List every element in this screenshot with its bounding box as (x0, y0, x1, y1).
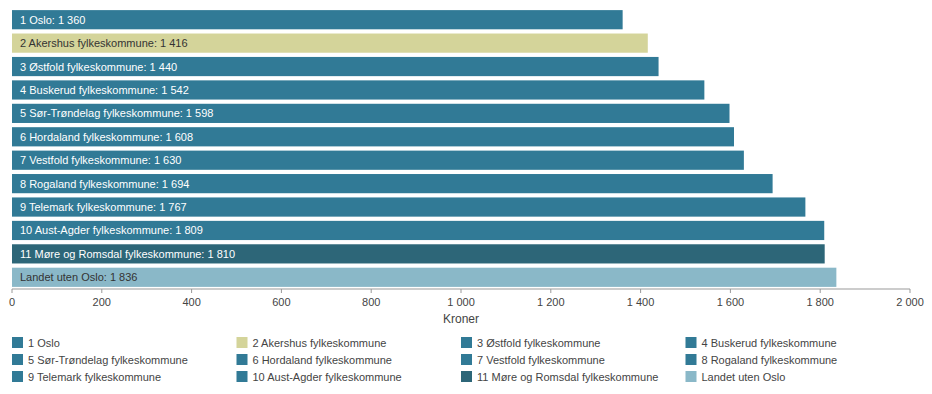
legend-swatch (686, 354, 697, 365)
legend-swatch (237, 371, 248, 382)
legend: 1 Oslo 2 Akershus fylkeskommune 3 Østfold … (12, 337, 837, 383)
bars (12, 10, 836, 287)
chart: 1 Oslo: 1 360 2 Akershus fylkeskommune: 1… (0, 0, 932, 394)
legend-swatch (237, 337, 248, 348)
legend-label: 2 Akershus fylkeskommune (253, 337, 387, 349)
data-label: 3 Østfold fylkeskommune: 1 440 (20, 61, 177, 73)
data-label: 4 Buskerud fylkeskommune: 1 542 (20, 84, 189, 96)
tick-label: 0 (9, 296, 15, 308)
bar (12, 197, 805, 216)
x-axis: 0 200 400 600 800 1 000 1 200 1 400 1 600 1 800 2 … (9, 289, 924, 308)
legend-label: 3 Østfold fylkeskommune (477, 337, 601, 349)
page: {"chart_data": { "type": "bar", "orienta… (0, 0, 932, 394)
bar (12, 104, 730, 123)
tick-label: 2 000 (896, 296, 924, 308)
tick-label: 400 (182, 296, 200, 308)
legend-swatch (12, 337, 23, 348)
tick-mark (730, 289, 731, 293)
bar (12, 151, 744, 170)
tick-mark (550, 289, 551, 293)
data-label: 2 Akershus fylkeskommune: 1 416 (20, 37, 188, 49)
tick-mark (461, 289, 462, 293)
data-label: 6 Hordaland fylkeskommune: 1 608 (20, 131, 193, 143)
tick-label: 1 200 (537, 296, 565, 308)
legend-swatch (461, 354, 472, 365)
data-label: 7 Vestfold fylkeskommune: 1 630 (20, 154, 181, 166)
tick-mark (101, 289, 102, 293)
legend-swatch (237, 354, 248, 365)
tick-mark (820, 289, 821, 293)
legend-label: 4 Buskerud fylkeskommune (702, 337, 837, 349)
bar (12, 244, 825, 263)
bar (12, 221, 824, 240)
bar (12, 10, 623, 29)
legend-label: 10 Aust-Agder fylkeskommune (253, 371, 402, 383)
tick-label: 1 400 (627, 296, 655, 308)
tick-mark (910, 289, 911, 293)
legend-label: 6 Hordaland fylkeskommune (253, 354, 392, 366)
tick-mark (12, 289, 13, 293)
legend-swatch (686, 371, 697, 382)
legend-swatch (686, 337, 697, 348)
tick-label: 800 (362, 296, 380, 308)
tick-label: 200 (93, 296, 111, 308)
tick-mark (281, 289, 282, 293)
legend-swatch (12, 371, 23, 382)
bar (12, 57, 659, 76)
tick-mark (640, 289, 641, 293)
legend-swatch (461, 337, 472, 348)
bar (12, 174, 773, 193)
tick-label: 1 600 (717, 296, 745, 308)
x-axis-label: Kroner (443, 312, 479, 326)
tick-mark (371, 289, 372, 293)
legend-label: 11 Møre og Romsdal fylkeskommune (477, 371, 658, 383)
data-label: 8 Rogaland fylkeskommune: 1 694 (20, 178, 189, 190)
tick-label: 600 (272, 296, 290, 308)
legend-label: Landet uten Oslo (702, 371, 786, 383)
legend-label: 5 Sør-Trøndelag fylkeskommune (28, 354, 188, 366)
bar (12, 80, 704, 99)
bar (12, 34, 648, 53)
legend-label: 9 Telemark fylkeskommune (28, 371, 161, 383)
data-label: 11 Møre og Romsdal fylkeskommune: 1 810 (20, 248, 235, 260)
legend-label: 1 Oslo (28, 337, 60, 349)
data-label: 1 Oslo: 1 360 (20, 14, 85, 26)
data-labels: 1 Oslo: 1 360 2 Akershus fylkeskommune: 1… (20, 14, 235, 284)
tick-mark (191, 289, 192, 293)
data-label: 10 Aust-Agder fylkeskommune: 1 809 (20, 224, 203, 236)
legend-label: 8 Rogaland fylkeskommune (702, 354, 838, 366)
tick-label: 1 800 (806, 296, 834, 308)
bar (12, 268, 836, 287)
tick-label: 1 000 (447, 296, 475, 308)
legend-label: 7 Vestfold fylkeskommune (477, 354, 605, 366)
data-label: Landet uten Oslo: 1 836 (20, 271, 137, 283)
bar (12, 127, 734, 146)
legend-swatch (461, 371, 472, 382)
data-label: 5 Sør-Trøndelag fylkeskommune: 1 598 (20, 107, 213, 119)
legend-swatch (12, 354, 23, 365)
data-label: 9 Telemark fylkeskommune: 1 767 (20, 201, 187, 213)
